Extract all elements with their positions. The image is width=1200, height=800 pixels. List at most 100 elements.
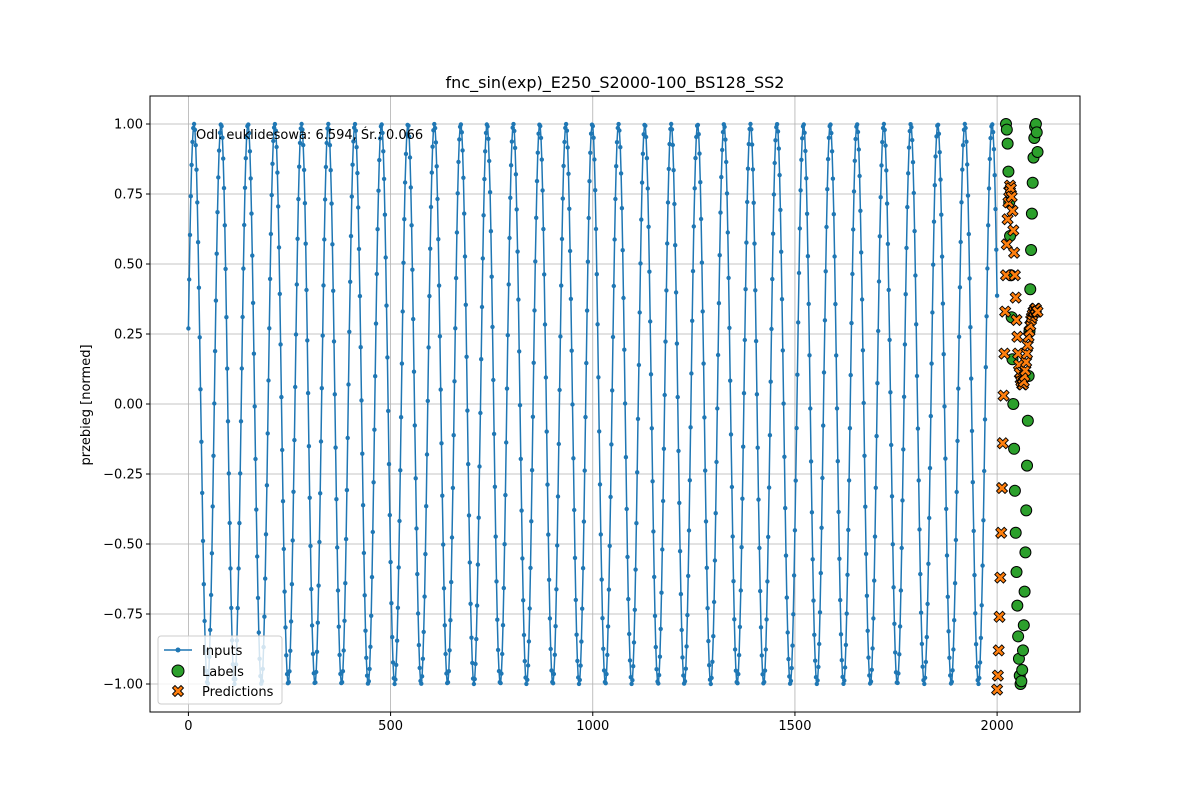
inputs-point: [520, 556, 525, 561]
inputs-point: [823, 269, 828, 274]
inputs-point: [864, 593, 870, 598]
inputs-point: [542, 322, 548, 327]
inputs-point: [521, 598, 526, 603]
inputs-point: [246, 122, 251, 127]
inputs-point: [982, 468, 987, 474]
inputs-point: [941, 352, 946, 357]
inputs-point: [627, 631, 632, 637]
inputs-point: [191, 121, 197, 127]
inputs-point: [867, 673, 872, 678]
inputs-point: [988, 135, 993, 141]
inputs-point: [272, 121, 278, 127]
inputs-point: [919, 641, 925, 647]
inputs-point: [759, 653, 764, 658]
inputs-point: [733, 668, 739, 673]
inputs-point: [193, 143, 198, 148]
inputs-point: [293, 384, 298, 390]
inputs-point: [326, 127, 332, 132]
inputs-point: [788, 678, 794, 684]
inputs-point: [773, 138, 778, 143]
inputs-point: [926, 561, 931, 566]
inputs-point: [933, 154, 938, 159]
inputs-point: [349, 194, 354, 199]
inputs-point: [576, 681, 582, 687]
inputs-point: [656, 681, 661, 686]
inputs-point: [475, 562, 481, 567]
legend: Inputs Labels Predictions: [157, 635, 283, 705]
inputs-point: [770, 276, 775, 282]
inputs-point: [333, 445, 338, 450]
inputs-point: [282, 589, 287, 594]
inputs-point: [880, 139, 885, 145]
inputs-point: [235, 605, 240, 611]
inputs-point: [877, 234, 882, 239]
inputs-point: [818, 570, 823, 576]
inputs-point: [508, 195, 513, 200]
inputs-point: [928, 413, 933, 419]
inputs-point: [249, 211, 254, 216]
inputs-point: [420, 656, 426, 661]
inputs-point: [195, 200, 200, 205]
inputs-point: [512, 145, 518, 151]
inputs-point: [517, 403, 523, 408]
inputs-point: [964, 139, 969, 144]
inputs-point: [794, 425, 799, 431]
inputs-point: [371, 480, 376, 485]
inputs-point: [639, 217, 644, 222]
inputs-point: [959, 200, 964, 205]
inputs-point: [973, 611, 978, 616]
inputs-point: [683, 666, 688, 671]
inputs-point: [786, 656, 791, 662]
inputs-point: [224, 315, 229, 320]
inputs-point: [986, 186, 992, 191]
inputs-point: [917, 527, 922, 532]
inputs-point: [925, 601, 930, 607]
inputs-point: [227, 520, 232, 526]
inputs-point: [394, 638, 400, 643]
inputs-point: [350, 162, 355, 167]
inputs-point: [495, 617, 500, 622]
inputs-point: [252, 404, 257, 409]
inputs-point: [969, 428, 975, 434]
inputs-point: [796, 320, 801, 325]
inputs-point: [851, 227, 856, 232]
inputs-point: [588, 131, 594, 136]
inputs-point: [982, 417, 988, 422]
inputs-point: [200, 490, 205, 496]
inputs-point: [693, 155, 698, 161]
inputs-point: [910, 160, 916, 165]
inputs-point: [955, 438, 960, 444]
inputs-point: [410, 267, 415, 272]
inputs-point: [562, 139, 567, 145]
inputs-point: [808, 459, 814, 464]
y-axis-label: przebieg [normed]: [79, 344, 94, 465]
inputs-point: [481, 213, 486, 218]
inputs-point: [601, 646, 606, 651]
inputs-point: [241, 266, 246, 271]
inputs-point: [648, 372, 654, 377]
inputs-point: [280, 499, 286, 504]
inputs-point: [626, 596, 631, 602]
inputs-point: [288, 648, 293, 653]
inputs-point: [329, 201, 334, 206]
inputs-point: [373, 321, 379, 326]
x-tick-label: 500: [378, 719, 403, 734]
inputs-point: [297, 140, 303, 146]
inputs-point: [809, 510, 815, 515]
inputs-point: [467, 560, 472, 565]
inputs-point: [848, 372, 853, 378]
inputs-point: [318, 491, 323, 496]
inputs-point: [749, 127, 754, 132]
inputs-point: [208, 592, 214, 598]
inputs-point: [944, 553, 950, 558]
inputs-point: [567, 206, 572, 211]
inputs-point: [755, 445, 760, 450]
inputs-point: [884, 168, 889, 173]
inputs-point: [574, 632, 579, 637]
inputs-point: [448, 618, 453, 623]
inputs-point: [754, 392, 760, 397]
inputs-point: [525, 677, 530, 682]
inputs-point: [666, 166, 671, 172]
inputs-point: [951, 647, 956, 652]
inputs-point: [200, 538, 206, 544]
